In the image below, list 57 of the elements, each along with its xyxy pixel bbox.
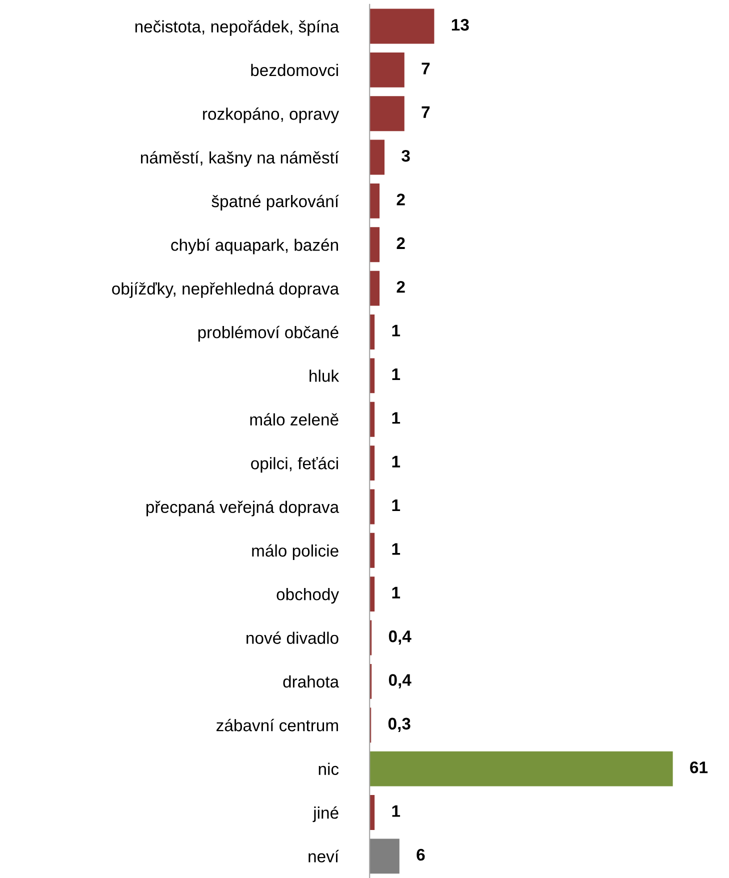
y-tick-label: objížďky, nepřehledná doprava <box>112 282 340 298</box>
bar <box>370 532 375 568</box>
data-label: 1 <box>392 456 400 468</box>
bar <box>370 446 375 481</box>
bar <box>370 314 375 350</box>
data-label: 1 <box>392 412 400 424</box>
bar <box>370 183 380 218</box>
y-tick-label: zábavní centrum <box>216 718 338 732</box>
data-label: 0,4 <box>388 674 412 688</box>
data-label: 1 <box>392 500 400 512</box>
bar <box>370 358 375 394</box>
data-label: 1 <box>392 324 400 336</box>
y-tick-label: rozkopáno, opravy <box>203 107 340 124</box>
data-label: 3 <box>402 150 410 162</box>
bar <box>370 96 404 132</box>
bar <box>370 489 375 524</box>
y-tick-label: málo zeleně <box>250 413 338 426</box>
data-label: 6 <box>416 848 425 861</box>
bar <box>370 402 375 437</box>
y-tick-label: špatné parkování <box>212 194 339 211</box>
data-label: 0,4 <box>388 630 412 645</box>
bar <box>370 140 385 175</box>
y-tick-label: nic <box>318 762 339 775</box>
data-label: 2 <box>396 237 405 249</box>
y-tick-label: náměstí, kašny na náměstí <box>141 151 339 167</box>
bar <box>370 576 375 612</box>
y-tick-label: bezdomovci <box>251 64 338 76</box>
data-label: 7 <box>422 62 430 74</box>
y-tick-label: přecpaná veřejná doprava <box>146 500 340 516</box>
y-tick-label: jiné <box>312 806 338 822</box>
data-label: 7 <box>422 106 430 118</box>
data-label: 0,3 <box>388 718 410 732</box>
y-tick-label: opilci, feťáci <box>251 456 338 473</box>
data-label: 1 <box>392 543 400 555</box>
y-tick-label: nové divadlo <box>246 632 338 644</box>
y-tick-label: problémoví občané <box>198 326 338 342</box>
bar <box>370 8 434 44</box>
data-label: 61 <box>690 761 708 774</box>
bar <box>370 52 404 88</box>
y-tick-label: hluk <box>310 370 340 382</box>
bar <box>370 795 375 830</box>
y-tick-label: nečistota, nepořádek, špína <box>135 20 340 36</box>
bar <box>370 270 380 306</box>
data-label: 1 <box>392 805 400 817</box>
bar <box>370 751 673 786</box>
y-tick-label: málo policie <box>252 544 338 560</box>
y-tick-label: neví <box>308 850 339 862</box>
data-label: 2 <box>396 194 405 206</box>
data-label: 1 <box>392 586 400 598</box>
y-tick-label: drahota <box>283 675 340 688</box>
bar <box>370 838 400 874</box>
data-label: 2 <box>396 280 405 293</box>
data-label: 1 <box>392 368 400 380</box>
bar <box>370 227 380 262</box>
y-tick-label: chybí aquapark, bazén <box>171 238 338 254</box>
data-label: 13 <box>452 18 469 31</box>
y-tick-label: obchody <box>276 588 340 604</box>
